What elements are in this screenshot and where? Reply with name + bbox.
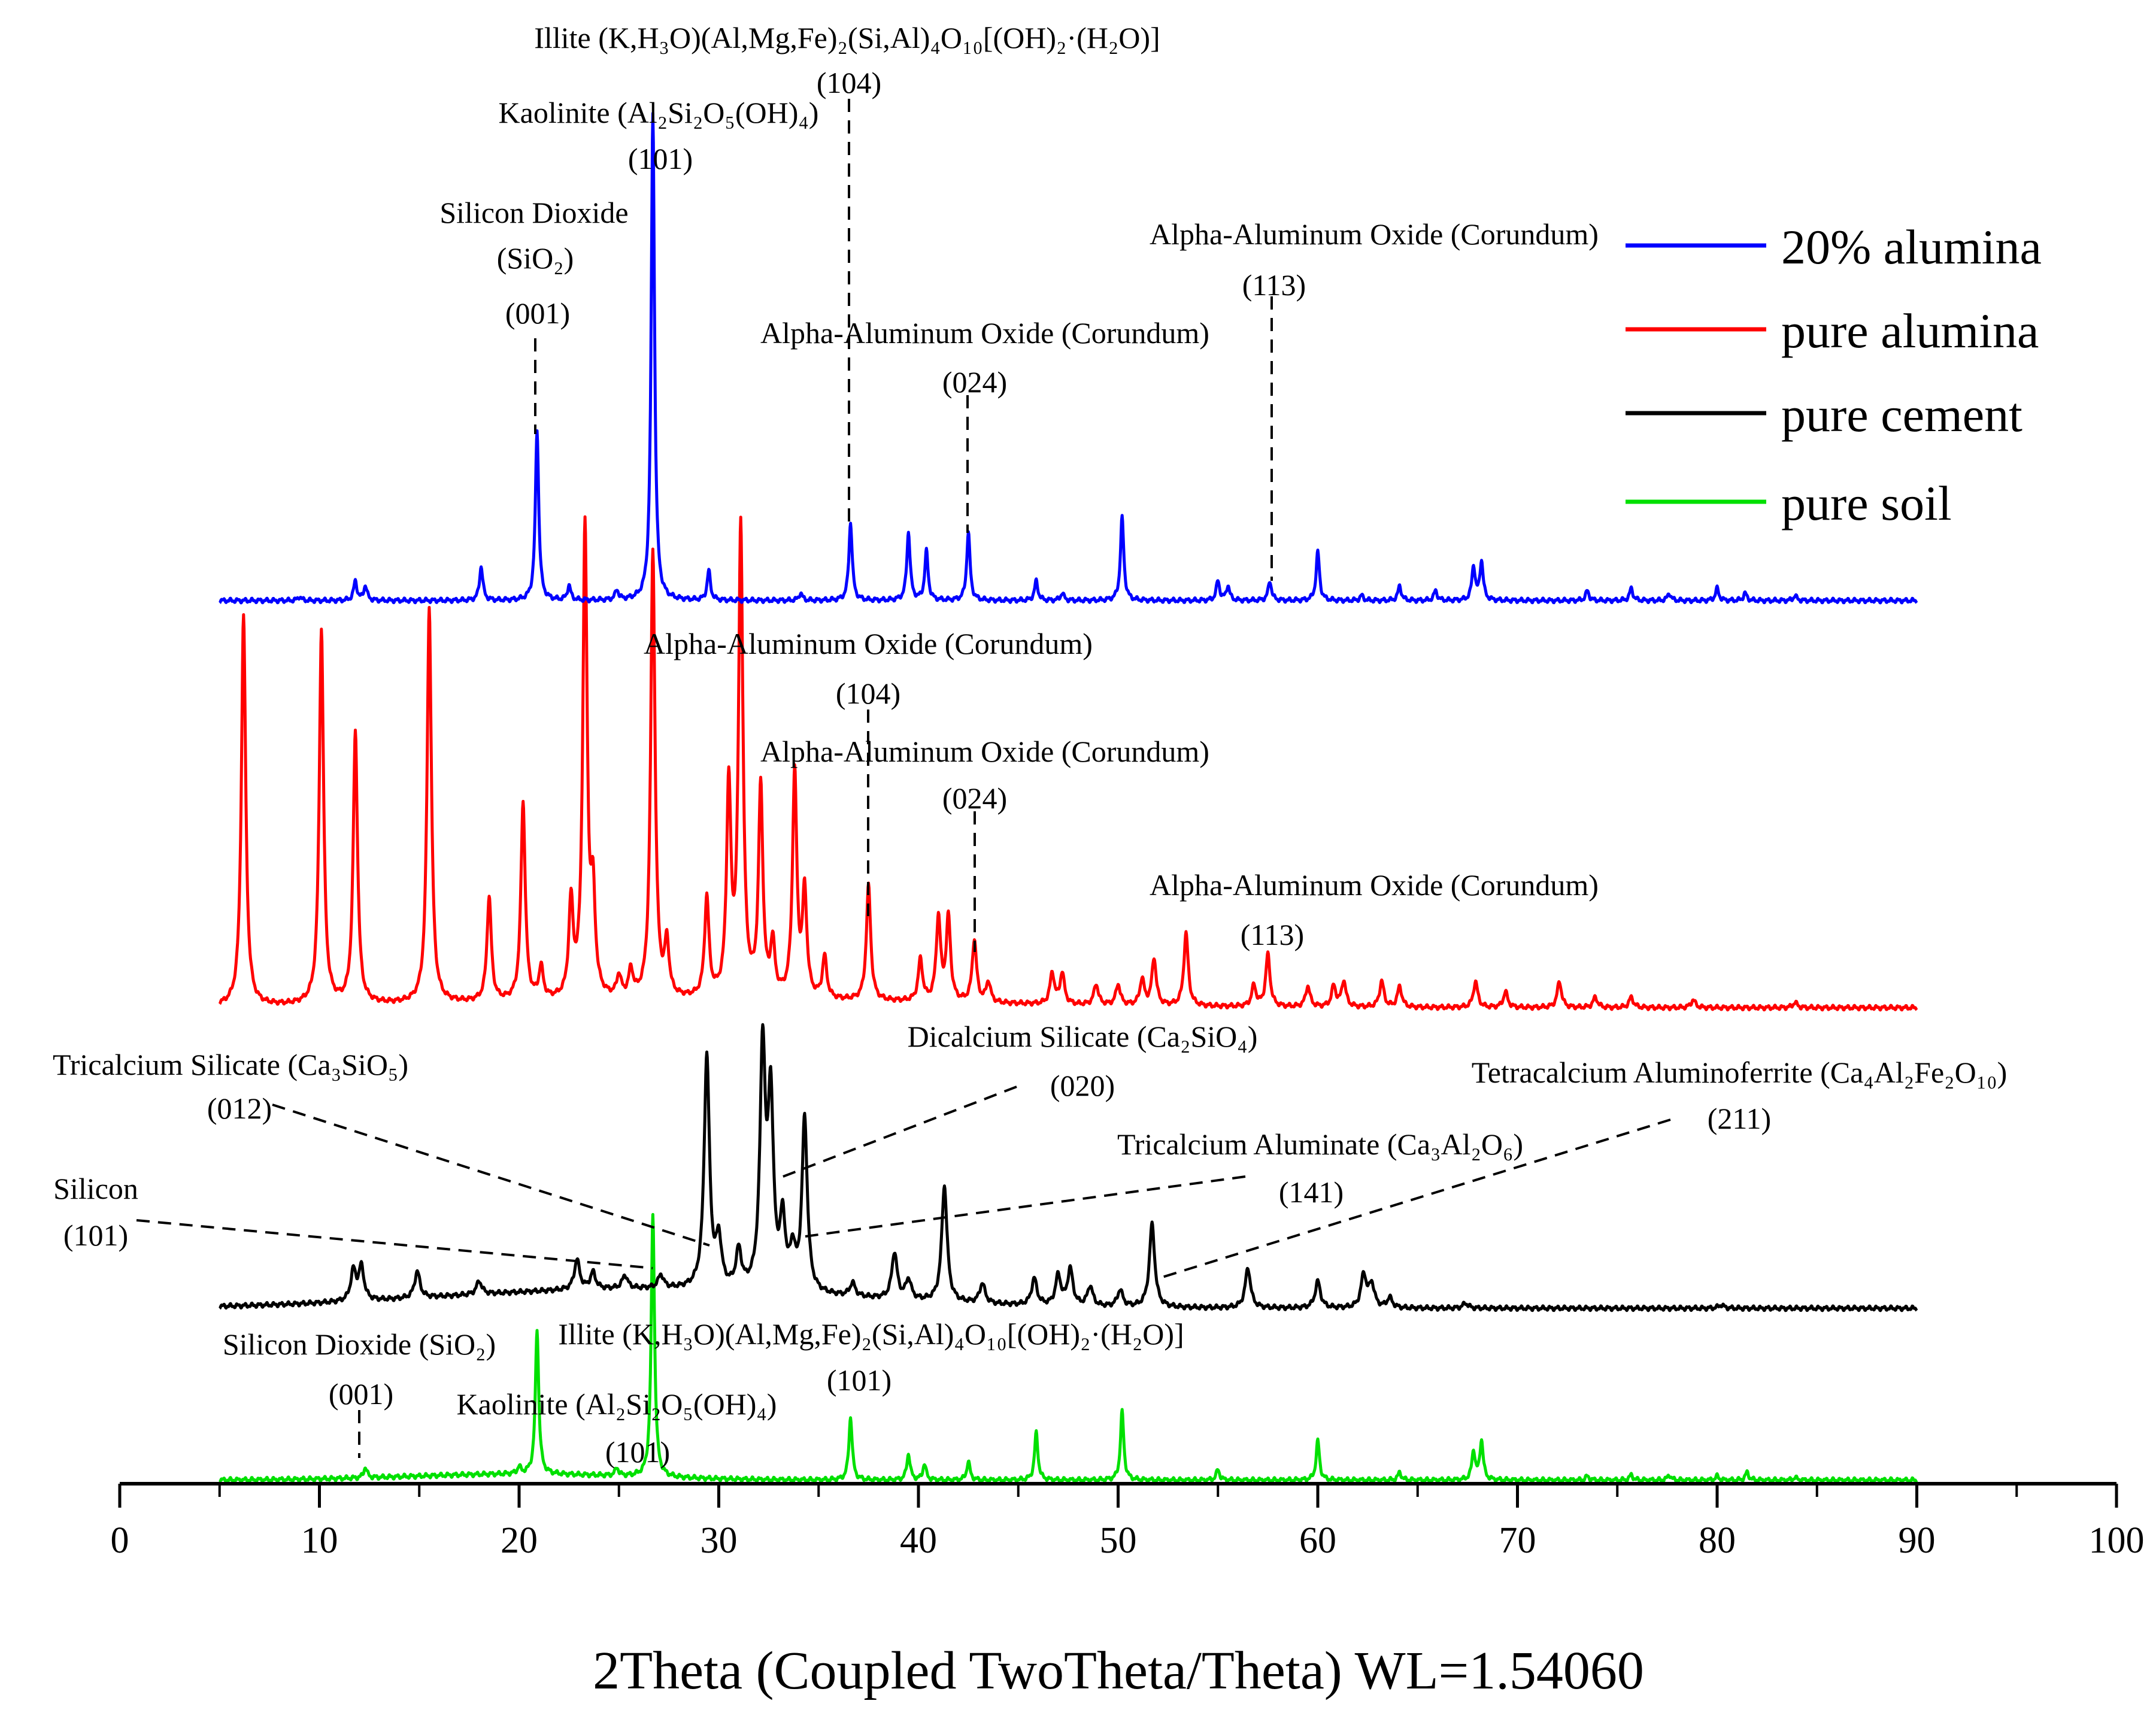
legend-label-20-alumina: 20% alumina [1781,220,2042,274]
series-line-20-alumina [219,111,1918,605]
label-green-sio2-hkl: (001) [329,1377,393,1411]
leader-black-silicon [136,1219,653,1269]
x-tick-label: 20 [501,1520,538,1561]
label-red-corundum-113-hkl: (113) [1241,918,1304,951]
leader-lines [136,99,1671,1458]
x-tick-label: 70 [1499,1520,1536,1561]
series-line-pure-alumina [218,515,1918,1012]
legend-label-pure-cement: pure cement [1781,387,2022,442]
label-black-c3s: Tricalcium Silicate (Ca₃SiO₅) [53,1048,408,1081]
leader-black-c2s [775,1086,1017,1181]
label-green-kaolinite: Kaolinite (Al₂Si₂O₅(OH)₄) [457,1387,777,1421]
label-green-kaolinite-hkl: (101) [605,1435,670,1469]
x-tick-label: 60 [1299,1520,1336,1561]
legend-label-pure-alumina: pure alumina [1781,304,2039,358]
label-blue-corundum-113: Alpha-Aluminum Oxide (Corundum) [1150,217,1599,251]
x-tick-label: 30 [701,1520,738,1561]
annotations-green: Silicon Dioxide (SiO₂) (001) Illite (K,H… [223,1317,1184,1469]
x-tick-label: 40 [900,1520,937,1561]
label-blue-sio2-line1: Silicon Dioxide [439,196,628,229]
label-red-corundum-024-hkl: (024) [942,781,1007,815]
leader-black-c3a [805,1175,1246,1238]
label-blue-kaolinite: Kaolinite (Al₂Si₂O₅(OH)₄) [499,96,819,129]
label-blue-sio2-line2: (SiO₂) [497,241,574,275]
x-tick-label: 90 [1899,1520,1936,1561]
label-green-illite-hkl: (101) [827,1363,891,1397]
label-black-c3a: Tricalcium Aluminate (Ca₃Al₂O₆) [1117,1127,1523,1161]
label-red-corundum-104-hkl: (104) [836,677,900,710]
x-tick-label: 100 [2089,1520,2145,1561]
label-black-silicon: Silicon [53,1172,138,1205]
label-green-sio2: Silicon Dioxide (SiO₂) [223,1327,496,1361]
label-blue-illite: Illite (K,H₃O)(Al,Mg,Fe)₂(Si,Al)₄O₁₀[(OH… [534,21,1160,54]
annotations-black: Tricalcium Silicate (Ca₃SiO₅) (012) Dica… [53,1020,2007,1252]
annotations-red: Alpha-Aluminum Oxide (Corundum) (104) Al… [644,627,1599,951]
annotations-blue: Illite (K,H₃O)(Al,Mg,Fe)₂(Si,Al)₄O₁₀[(OH… [439,21,1599,399]
label-black-c3s-hkl: (012) [207,1092,272,1125]
x-tick-label: 50 [1100,1520,1137,1561]
label-blue-sio2-hkl: (001) [505,296,570,330]
x-tick-label: 10 [301,1520,338,1561]
label-black-silicon-hkl: (101) [63,1218,128,1252]
leader-black-c4af [1158,1118,1671,1280]
label-red-corundum-104: Alpha-Aluminum Oxide (Corundum) [644,627,1093,660]
label-blue-illite-hkl: (104) [817,66,881,99]
x-axis-label: 2Theta (Coupled TwoTheta/Theta) WL=1.540… [593,1641,1644,1700]
x-axis: 0 10 20 30 40 50 60 70 80 90 100 [111,1482,2145,1561]
label-black-c2s-hkl: (020) [1050,1069,1115,1102]
leader-black-c3s [272,1104,710,1247]
label-blue-corundum-024: Alpha-Aluminum Oxide (Corundum) [760,316,1209,350]
label-black-c3a-hkl: (141) [1279,1175,1344,1209]
label-black-c4af-hkl: (211) [1708,1102,1771,1135]
label-black-c4af: Tetracalcium Aluminoferrite (Ca₄Al₂Fe₂O₁… [1472,1056,2007,1089]
label-blue-corundum-113-hkl: (113) [1242,268,1306,302]
series-line-pure-cement [219,1023,1918,1312]
legend: 20% alumina pure alumina pure cement pur… [1626,220,2042,530]
label-black-c2s: Dicalcium Silicate (Ca₂SiO₄) [908,1020,1258,1053]
x-tick-label: 80 [1699,1520,1736,1561]
label-red-corundum-024: Alpha-Aluminum Oxide (Corundum) [760,735,1209,768]
legend-label-pure-soil: pure soil [1781,476,1952,530]
label-blue-corundum-024-hkl: (024) [942,365,1007,399]
x-tick-label: 0 [111,1520,129,1561]
label-red-corundum-113: Alpha-Aluminum Oxide (Corundum) [1150,868,1599,902]
label-green-illite: Illite (K,H₃O)(Al,Mg,Fe)₂(Si,Al)₄O₁₀[(OH… [558,1317,1184,1351]
label-blue-kaolinite-hkl: (101) [628,142,693,175]
